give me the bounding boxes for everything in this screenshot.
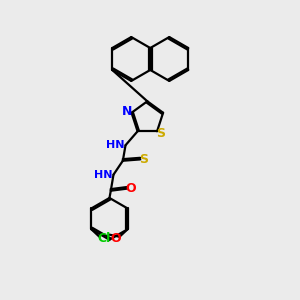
Text: S: S: [140, 153, 148, 166]
Text: S: S: [156, 127, 165, 140]
Text: O: O: [110, 232, 121, 244]
Text: O: O: [126, 182, 136, 195]
Text: N: N: [122, 105, 132, 118]
Text: Cl: Cl: [98, 232, 111, 245]
Text: HN: HN: [94, 170, 112, 180]
Text: HN: HN: [106, 140, 124, 150]
